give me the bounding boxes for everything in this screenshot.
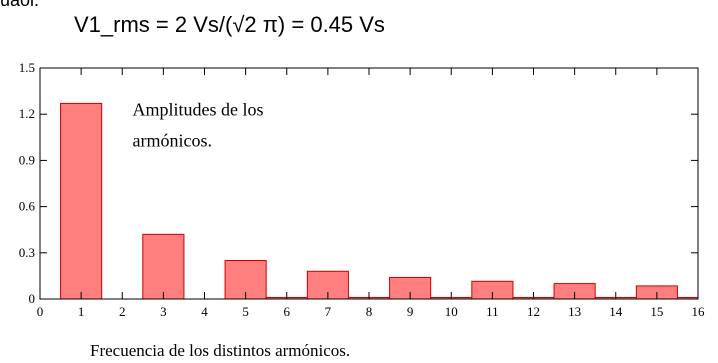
x-tick-label-12: 12 (527, 304, 540, 319)
annotation-line-1: Amplitudes de los (133, 100, 264, 120)
y-tick-label-3: 0.9 (19, 152, 35, 167)
x-tick-label-8: 8 (366, 304, 373, 319)
annotation-line-2: armónicos. (133, 131, 212, 151)
x-tick-label-5: 5 (242, 304, 249, 319)
x-tick-label-2: 2 (119, 304, 126, 319)
x-tick-label-0: 0 (37, 304, 44, 319)
rms-formula: V1_rms = 2 Vs/(√2 π) = 0.45 Vs (74, 12, 385, 37)
bar-1 (60, 102, 103, 300)
x-tick-label-13: 13 (568, 304, 581, 319)
y-tick-label-1: 0.3 (19, 245, 35, 260)
bar-3 (142, 233, 185, 300)
x-axis-label: Frecuencia de los distintos armónicos. (90, 341, 350, 360)
y-tick-label-4: 1.2 (19, 106, 35, 121)
x-tick-label-3: 3 (160, 304, 167, 319)
y-tick-label-5: 1.5 (19, 60, 35, 75)
y-tick-label-0: 0 (29, 291, 36, 306)
x-tick-label-14: 14 (609, 304, 623, 319)
x-tick-label-4: 4 (201, 304, 208, 319)
x-tick-label-16: 16 (692, 304, 706, 319)
x-tick-label-1: 1 (78, 304, 85, 319)
ticks-group (39, 67, 699, 300)
x-tick-label-6: 6 (284, 304, 291, 319)
x-tick-label-9: 9 (407, 304, 414, 319)
x-tick-label-7: 7 (325, 304, 332, 319)
x-tick-label-11: 11 (486, 304, 499, 319)
cut-off-text: uaoi. (0, 0, 40, 10)
x-tick-label-10: 10 (445, 304, 458, 319)
x-tick-label-15: 15 (650, 304, 663, 319)
y-tick-label-2: 0.6 (19, 199, 36, 214)
